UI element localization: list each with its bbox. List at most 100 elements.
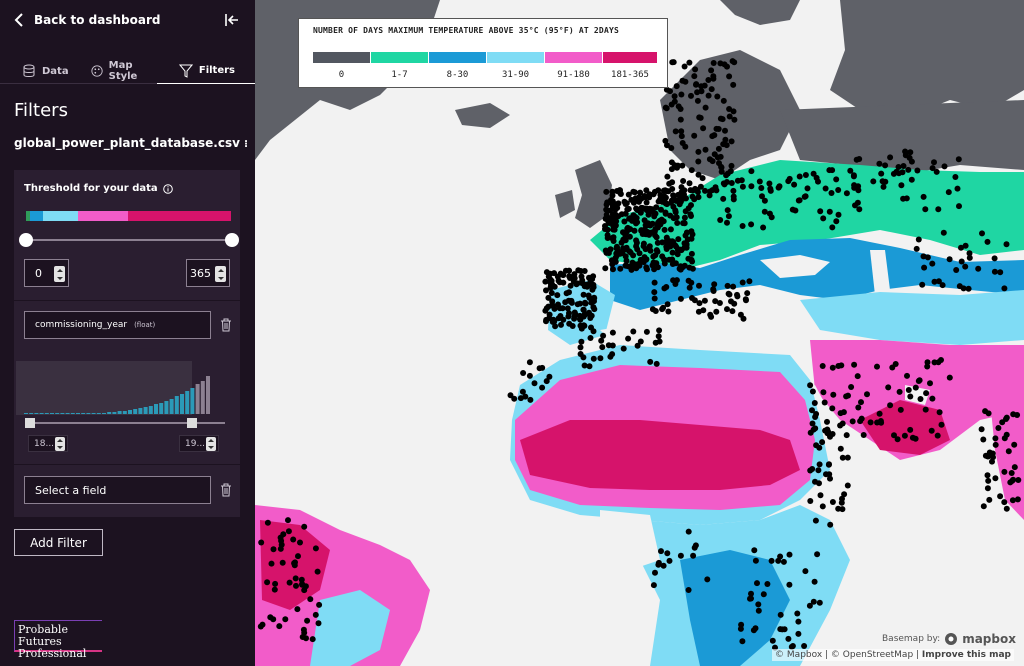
power-plant-dot[interactable] — [624, 225, 631, 232]
power-plant-dot[interactable] — [571, 275, 578, 282]
power-plant-dot[interactable] — [819, 503, 826, 510]
year-range-track[interactable] — [30, 422, 225, 424]
power-plant-dot[interactable] — [718, 164, 725, 171]
power-plant-dot[interactable] — [827, 433, 833, 440]
power-plant-dot[interactable] — [689, 258, 696, 265]
power-plant-dot[interactable] — [752, 625, 759, 632]
power-plant-dot[interactable] — [664, 301, 671, 308]
power-plant-dot[interactable] — [589, 286, 596, 293]
power-plant-dot[interactable] — [835, 505, 842, 512]
power-plant-dot[interactable] — [728, 298, 734, 305]
power-plant-dot[interactable] — [912, 435, 919, 442]
power-plant-dot[interactable] — [567, 297, 573, 304]
threshold-min-stepper[interactable] — [54, 266, 65, 282]
power-plant-dot[interactable] — [669, 186, 676, 192]
power-plant-dot[interactable] — [829, 364, 836, 371]
power-plant-dot[interactable] — [517, 395, 524, 402]
power-plant-dot[interactable] — [792, 207, 799, 214]
power-plant-dot[interactable] — [691, 297, 698, 304]
power-plant-dot[interactable] — [820, 215, 827, 222]
power-plant-dot[interactable] — [648, 206, 655, 213]
power-plant-dot[interactable] — [876, 160, 883, 167]
power-plant-dot[interactable] — [795, 618, 802, 625]
power-plant-dot[interactable] — [919, 281, 926, 288]
power-plant-dot[interactable] — [576, 316, 583, 322]
power-plant-dot[interactable] — [723, 142, 730, 149]
power-plant-dot[interactable] — [758, 185, 765, 191]
power-plant-dot[interactable] — [578, 325, 585, 332]
power-plant-dot[interactable] — [629, 217, 636, 224]
power-plant-dot[interactable] — [581, 311, 588, 318]
power-plant-dot[interactable] — [620, 345, 627, 352]
power-plant-dot[interactable] — [591, 298, 597, 305]
power-plant-dot[interactable] — [717, 217, 724, 223]
power-plant-dot[interactable] — [730, 283, 737, 290]
power-plant-dot[interactable] — [543, 287, 549, 294]
power-plant-dot[interactable] — [685, 205, 692, 212]
power-plant-dot[interactable] — [276, 623, 283, 630]
power-plant-dot[interactable] — [668, 101, 675, 108]
year-range-min-stepper[interactable] — [55, 437, 65, 451]
power-plant-dot[interactable] — [938, 421, 945, 428]
power-plant-dot[interactable] — [738, 621, 745, 628]
power-plant-dot[interactable] — [679, 140, 686, 146]
power-plant-dot[interactable] — [724, 207, 731, 214]
power-plant-dot[interactable] — [984, 472, 991, 479]
power-plant-dot[interactable] — [1005, 448, 1012, 455]
threshold-slider-track[interactable] — [26, 239, 232, 241]
power-plant-dot[interactable] — [940, 229, 947, 236]
power-plant-dot[interactable] — [748, 595, 754, 602]
power-plant-dot[interactable] — [807, 498, 814, 504]
power-plant-dot[interactable] — [856, 156, 863, 162]
power-plant-dot[interactable] — [545, 303, 552, 310]
power-plant-dot[interactable] — [696, 114, 703, 121]
power-plant-dot[interactable] — [915, 236, 922, 243]
power-plant-dot[interactable] — [985, 477, 992, 484]
power-plant-dot[interactable] — [835, 187, 842, 193]
power-plant-dot[interactable] — [986, 496, 993, 503]
power-plant-dot[interactable] — [907, 426, 914, 433]
power-plant-dot[interactable] — [630, 212, 637, 219]
power-plant-dot[interactable] — [654, 239, 661, 246]
power-plant-dot[interactable] — [728, 180, 735, 186]
power-plant-dot[interactable] — [726, 291, 733, 298]
power-plant-dot[interactable] — [612, 201, 619, 208]
power-plant-dot[interactable] — [690, 552, 697, 559]
power-plant-dot[interactable] — [640, 243, 647, 250]
power-plant-dot[interactable] — [966, 254, 973, 261]
power-plant-dot[interactable] — [666, 557, 673, 564]
power-plant-dot[interactable] — [931, 359, 938, 366]
power-plant-dot[interactable] — [668, 145, 675, 151]
power-plant-dot[interactable] — [689, 193, 696, 200]
power-plant-dot[interactable] — [816, 599, 823, 606]
power-plant-dot[interactable] — [725, 213, 732, 220]
power-plant-dot[interactable] — [912, 384, 919, 391]
power-plant-dot[interactable] — [688, 228, 695, 235]
power-plant-dot[interactable] — [519, 388, 526, 395]
power-plant-dot[interactable] — [586, 274, 592, 281]
power-plant-dot[interactable] — [646, 243, 653, 250]
power-plant-dot[interactable] — [637, 189, 644, 196]
power-plant-dot[interactable] — [956, 283, 963, 290]
power-plant-dot[interactable] — [526, 372, 533, 379]
power-plant-dot[interactable] — [712, 298, 719, 305]
power-plant-dot[interactable] — [789, 643, 796, 649]
power-plant-dot[interactable] — [558, 321, 564, 328]
power-plant-dot[interactable] — [806, 602, 813, 609]
power-plant-dot[interactable] — [887, 402, 894, 409]
power-plant-dot[interactable] — [542, 278, 549, 285]
power-plant-dot[interactable] — [551, 270, 558, 277]
power-plant-dot[interactable] — [709, 133, 716, 140]
power-plant-dot[interactable] — [604, 226, 611, 233]
power-plant-dot[interactable] — [743, 297, 749, 304]
power-plant-dot[interactable] — [620, 236, 627, 243]
power-plant-dot[interactable] — [545, 294, 552, 301]
power-plant-dot[interactable] — [946, 256, 953, 263]
power-plant-dot[interactable] — [577, 351, 584, 357]
power-plant-dot[interactable] — [904, 372, 910, 379]
power-plant-dot[interactable] — [549, 298, 556, 305]
power-plant-dot[interactable] — [698, 83, 705, 90]
power-plant-dot[interactable] — [802, 193, 809, 200]
info-icon[interactable] — [162, 183, 173, 194]
power-plant-dot[interactable] — [825, 461, 832, 468]
